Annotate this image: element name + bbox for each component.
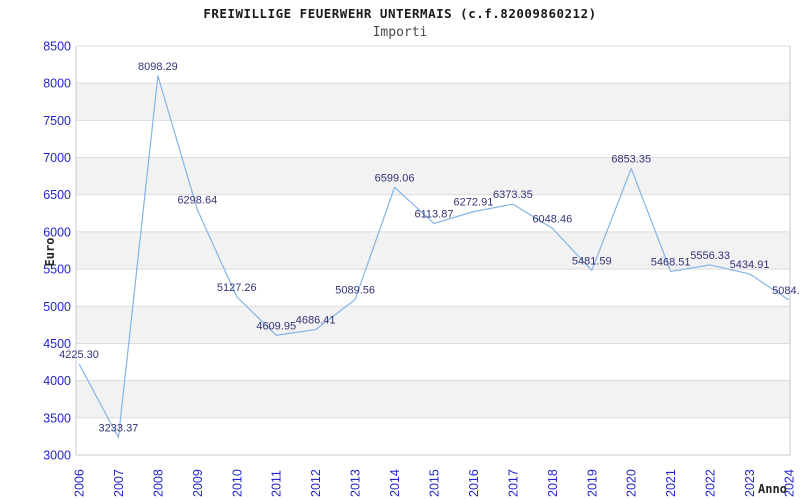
x-tick-label: 2018 bbox=[546, 469, 560, 497]
chart-subtitle: Importi bbox=[372, 25, 428, 40]
y-tick-label: 5500 bbox=[43, 263, 71, 277]
y-tick-label: 4000 bbox=[43, 374, 71, 388]
point-value-label: 5481.59 bbox=[572, 255, 612, 267]
point-value-label: 6113.87 bbox=[415, 208, 454, 220]
y-tick-label: 7500 bbox=[43, 114, 71, 128]
point-value-label: 5434.91 bbox=[730, 259, 770, 271]
x-tick-label: 2013 bbox=[349, 469, 363, 497]
point-value-label: 5127.26 bbox=[217, 282, 257, 294]
y-tick-label: 3000 bbox=[43, 449, 71, 463]
y-tick-label: 7000 bbox=[43, 151, 71, 165]
point-value-label: 6599.06 bbox=[375, 172, 415, 184]
grid-band bbox=[76, 231, 790, 270]
point-value-label: 6298.64 bbox=[177, 195, 217, 207]
y-tick-label: 3500 bbox=[43, 411, 71, 425]
point-value-label: 5556.33 bbox=[690, 250, 730, 262]
y-tick-label: 5000 bbox=[43, 300, 71, 314]
y-tick-label: 8000 bbox=[43, 77, 71, 91]
x-tick-label: 2006 bbox=[73, 469, 87, 497]
x-tick-label: 2015 bbox=[428, 469, 442, 497]
y-tick-label: 6000 bbox=[43, 225, 71, 239]
x-tick-label: 2008 bbox=[151, 469, 165, 497]
x-tick-label: 2010 bbox=[230, 469, 244, 497]
x-tick-label: 2011 bbox=[270, 470, 284, 497]
x-tick-label: 2019 bbox=[585, 469, 599, 497]
point-value-label: 8098.29 bbox=[138, 61, 178, 73]
x-axis-title: Anno bbox=[758, 482, 787, 496]
grid-band bbox=[76, 83, 790, 121]
point-value-label: 6853.35 bbox=[611, 153, 651, 165]
point-value-label: 4686.41 bbox=[296, 315, 336, 327]
x-tick-label: 2021 bbox=[664, 469, 678, 497]
y-tick-label: 4500 bbox=[43, 337, 71, 351]
point-value-label: 4609.95 bbox=[256, 320, 296, 332]
point-value-label: 5089.56 bbox=[335, 285, 375, 297]
y-axis-title: Euro bbox=[43, 237, 57, 267]
grid-band bbox=[76, 380, 790, 418]
x-tick-label: 2016 bbox=[467, 469, 481, 497]
grid-band bbox=[76, 157, 790, 195]
chart-title: FREIWILLIGE FEUERWEHR UNTERMAIS (c.f.820… bbox=[203, 6, 597, 21]
point-value-label: 5084.0 bbox=[772, 285, 800, 297]
x-tick-label: 2022 bbox=[704, 469, 718, 497]
point-value-label: 6048.46 bbox=[532, 213, 572, 225]
point-value-label: 5468.51 bbox=[651, 256, 691, 268]
point-value-label: 6272.91 bbox=[454, 197, 494, 209]
x-tick-label: 2014 bbox=[388, 469, 402, 497]
y-tick-label: 8500 bbox=[43, 40, 71, 54]
x-tick-label: 2020 bbox=[625, 469, 639, 497]
x-tick-label: 2009 bbox=[191, 469, 205, 497]
x-tick-label: 2007 bbox=[112, 469, 126, 497]
grid-band bbox=[76, 306, 790, 344]
x-tick-label: 2017 bbox=[506, 469, 520, 497]
point-value-label: 3233.37 bbox=[99, 423, 139, 435]
x-tick-label: 2023 bbox=[743, 469, 757, 497]
point-value-label: 4225.30 bbox=[59, 349, 99, 361]
y-tick-label: 6500 bbox=[43, 188, 71, 202]
data-line bbox=[78, 75, 790, 439]
x-tick-label: 2024 bbox=[783, 469, 797, 497]
x-tick-label: 2012 bbox=[309, 469, 323, 497]
point-value-label: 6373.35 bbox=[493, 189, 533, 201]
